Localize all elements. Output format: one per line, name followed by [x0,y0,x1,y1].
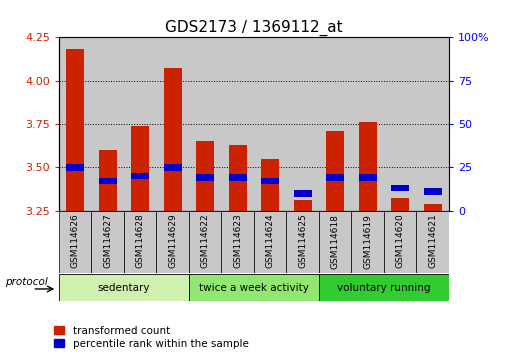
Bar [261,159,279,211]
Text: GSM114626: GSM114626 [71,214,80,268]
Bar [417,37,449,211]
Bar [286,211,319,273]
Bar [384,211,417,273]
Bar [351,211,384,273]
Bar [91,37,124,211]
Bar [222,211,254,273]
Bar [359,175,377,181]
Bar [319,274,449,301]
Bar [254,211,286,273]
Bar [156,37,189,211]
Bar [229,175,247,181]
Bar [131,173,149,179]
Bar [359,122,377,211]
Bar [424,188,442,195]
Bar [261,178,279,184]
Bar [59,211,91,273]
Bar [286,37,319,211]
Text: GSM114624: GSM114624 [266,214,274,268]
Bar [222,37,254,211]
Bar [196,175,214,181]
Bar [351,37,384,211]
Text: GSM114625: GSM114625 [298,214,307,268]
Bar [391,185,409,192]
Bar [164,164,182,171]
Legend: transformed count, percentile rank within the sample: transformed count, percentile rank withi… [54,326,249,349]
Bar [156,211,189,273]
Text: sedentary: sedentary [97,282,150,293]
Bar [99,150,116,211]
Text: GSM114627: GSM114627 [103,214,112,268]
Bar [417,211,449,273]
Bar [326,131,344,211]
Bar [164,68,182,211]
Bar [319,37,351,211]
Text: protocol: protocol [5,277,48,287]
Bar [59,274,189,301]
Text: voluntary running: voluntary running [337,282,430,293]
Bar [189,274,319,301]
Bar [424,204,442,211]
Text: GSM114621: GSM114621 [428,214,437,268]
Text: GSM114620: GSM114620 [396,214,405,268]
Bar [124,37,156,211]
Bar [189,37,222,211]
Title: GDS2173 / 1369112_at: GDS2173 / 1369112_at [165,19,343,36]
Text: GSM114629: GSM114629 [168,214,177,268]
Bar [91,211,124,273]
Bar [326,175,344,181]
Bar [294,200,311,211]
Bar [229,145,247,211]
Bar [131,126,149,211]
Text: GSM114623: GSM114623 [233,214,242,268]
Text: GSM114628: GSM114628 [136,214,145,268]
Bar [189,211,222,273]
Bar [66,49,84,211]
Text: twice a week activity: twice a week activity [199,282,309,293]
Bar [66,164,84,171]
Bar [319,211,351,273]
Bar [59,37,91,211]
Bar [99,178,116,184]
Text: GSM114622: GSM114622 [201,214,210,268]
Text: GSM114618: GSM114618 [331,214,340,269]
Bar [391,199,409,211]
Bar [254,37,286,211]
Bar [124,211,156,273]
Bar [384,37,417,211]
Text: GSM114619: GSM114619 [363,214,372,269]
Bar [294,190,311,196]
Bar [196,141,214,211]
